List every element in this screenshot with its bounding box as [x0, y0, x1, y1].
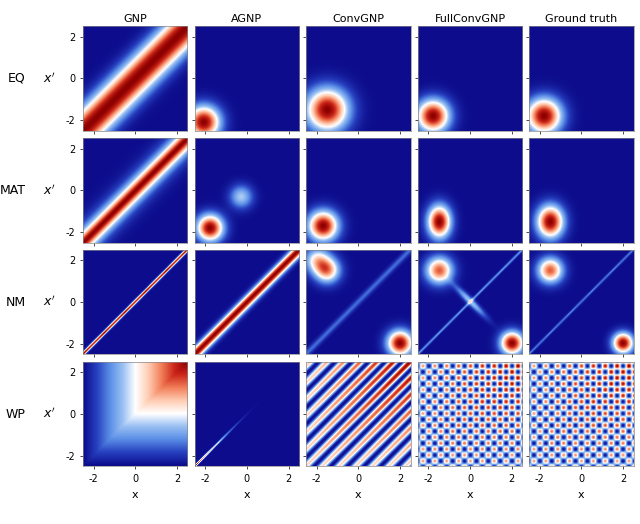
Text: EQ: EQ [8, 72, 26, 85]
Title: GNP: GNP [124, 14, 147, 24]
Text: NM: NM [6, 296, 26, 309]
Text: WP: WP [6, 408, 26, 421]
X-axis label: x: x [578, 489, 585, 499]
Title: AGNP: AGNP [231, 14, 262, 24]
Text: MAT: MAT [0, 184, 26, 197]
Y-axis label: $x'$: $x'$ [43, 71, 56, 86]
Y-axis label: $x'$: $x'$ [43, 407, 56, 421]
Title: FullConvGNP: FullConvGNP [435, 14, 506, 24]
Title: Ground truth: Ground truth [545, 14, 618, 24]
Y-axis label: $x'$: $x'$ [43, 295, 56, 310]
Title: ConvGNP: ConvGNP [332, 14, 385, 24]
Y-axis label: $x'$: $x'$ [43, 183, 56, 198]
X-axis label: x: x [244, 489, 250, 499]
X-axis label: x: x [467, 489, 473, 499]
X-axis label: x: x [355, 489, 362, 499]
X-axis label: x: x [132, 489, 139, 499]
